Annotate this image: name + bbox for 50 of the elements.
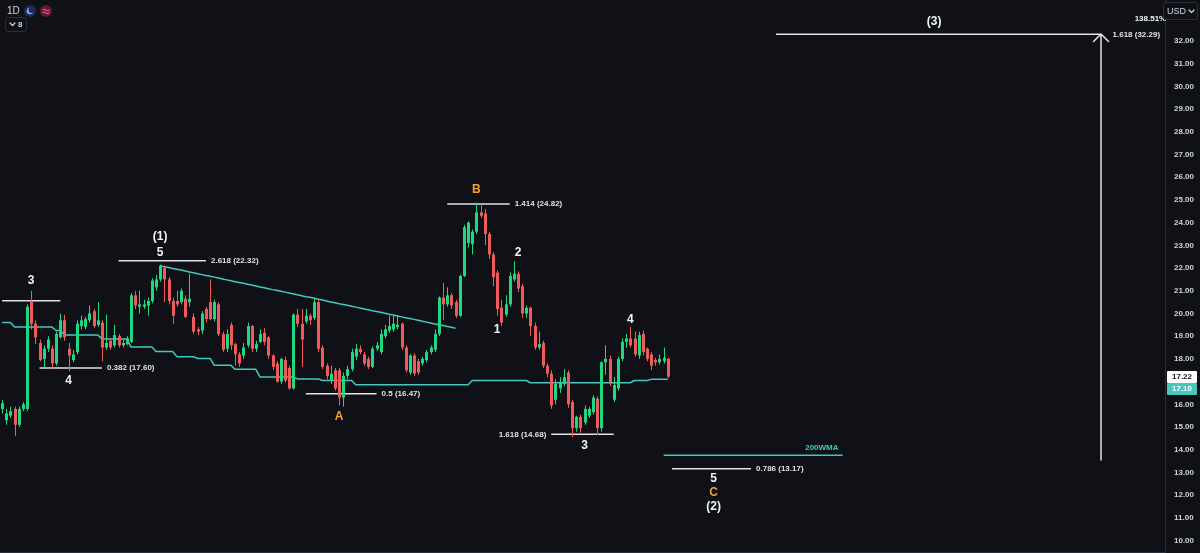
y-tick-label: 24.00 xyxy=(1174,217,1195,227)
annotation: (2) xyxy=(706,498,721,513)
series-label: 200WMA xyxy=(805,443,839,453)
annotation: 4 xyxy=(65,372,73,387)
y-tick-label: 25.00 xyxy=(1174,195,1195,205)
y-tick-label: 28.00 xyxy=(1174,126,1195,136)
legend-label: 1.618 (32.29) xyxy=(1112,29,1161,39)
annotation: C xyxy=(709,485,719,500)
annotation: 2 xyxy=(514,245,522,260)
annotation: 4 xyxy=(627,312,634,327)
annotation: B xyxy=(472,182,482,197)
series-label: 1.414 (24.82) xyxy=(514,199,563,209)
annotation: (3) xyxy=(926,13,942,28)
y-tick-label: 32.00 xyxy=(1174,36,1195,46)
toggle-button: 8 xyxy=(5,17,28,32)
annotation: 1 xyxy=(493,322,501,337)
y-tick-label: 11.00 xyxy=(1174,513,1195,523)
annotation: A xyxy=(334,408,344,423)
text: 17.10 xyxy=(1167,382,1197,395)
y-tick-label: 27.00 xyxy=(1174,149,1195,159)
annotation: 3 xyxy=(27,273,35,288)
annotation: 5 xyxy=(710,470,718,485)
y-tick-label: 26.00 xyxy=(1174,172,1195,182)
y-tick-label: 20.00 xyxy=(1174,308,1195,318)
y-tick-label: 30.00 xyxy=(1174,81,1195,91)
annotation: 8 xyxy=(18,20,23,29)
annotation: (1) xyxy=(152,229,168,244)
series-label: 0.382 (17.60) xyxy=(106,363,155,373)
y-tick-label: 10.00 xyxy=(1174,535,1195,545)
y-tick-label: 19.00 xyxy=(1174,331,1195,341)
y-tick-label: 31.00 xyxy=(1174,58,1195,68)
series-label: 0.5 (16.47) xyxy=(381,388,421,398)
annotation: 138.51% xyxy=(1134,13,1167,23)
annotation: 5 xyxy=(156,245,164,260)
y-tick-label: 13.00 xyxy=(1174,467,1195,477)
y-tick-label: 18.00 xyxy=(1174,354,1195,364)
y-tick-label: 15.00 xyxy=(1174,422,1195,432)
series-label: 1.618 (14.68) xyxy=(498,429,547,439)
y-tick-label: 16.00 xyxy=(1174,399,1195,409)
annotation: 17.22 xyxy=(1167,370,1197,383)
y-tick-label: 23.00 xyxy=(1174,240,1195,250)
series-label: 0.786 (13.17) xyxy=(756,463,804,473)
y-tick-label: 22.00 xyxy=(1174,263,1195,273)
series-label: 2.618 (22.32) xyxy=(210,255,259,265)
y-tick-label: 14.00 xyxy=(1174,444,1195,454)
y-tick-label: 12.00 xyxy=(1174,490,1195,500)
text: 1D xyxy=(7,4,20,17)
y-tick-label: 21.00 xyxy=(1174,285,1195,295)
annotation: 3 xyxy=(581,438,589,453)
y-tick-label: 29.00 xyxy=(1174,104,1195,114)
